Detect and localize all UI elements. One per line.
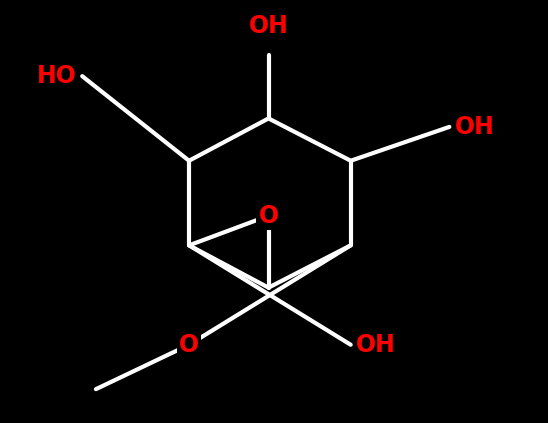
Text: O: O: [259, 204, 278, 228]
Text: OH: OH: [356, 333, 396, 357]
Text: O: O: [179, 333, 199, 357]
Text: OH: OH: [455, 115, 495, 139]
Text: HO: HO: [37, 64, 77, 88]
Text: OH: OH: [249, 14, 288, 38]
